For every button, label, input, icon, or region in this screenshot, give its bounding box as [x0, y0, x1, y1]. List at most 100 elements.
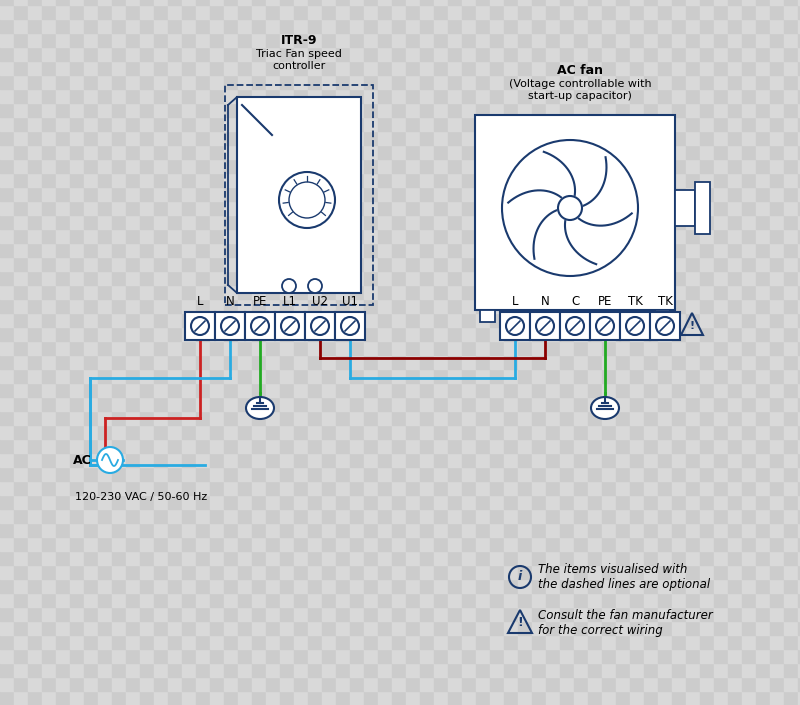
- Bar: [350, 19, 364, 33]
- Bar: [574, 299, 588, 313]
- Bar: [490, 103, 504, 117]
- Bar: [798, 5, 800, 19]
- Bar: [28, 453, 42, 467]
- Bar: [448, 299, 462, 313]
- Bar: [378, 0, 392, 5]
- Bar: [280, 229, 294, 243]
- Bar: [28, 509, 42, 523]
- Bar: [294, 159, 308, 173]
- Bar: [238, 33, 252, 47]
- Bar: [280, 5, 294, 19]
- Bar: [644, 285, 658, 299]
- Bar: [238, 593, 252, 607]
- Bar: [546, 369, 560, 383]
- Bar: [294, 369, 308, 383]
- Bar: [224, 0, 238, 5]
- Bar: [84, 397, 98, 411]
- Ellipse shape: [536, 317, 554, 335]
- Bar: [756, 593, 770, 607]
- Bar: [476, 327, 490, 341]
- Bar: [420, 145, 434, 159]
- Bar: [42, 327, 56, 341]
- Bar: [756, 621, 770, 635]
- Bar: [336, 635, 350, 649]
- Bar: [504, 355, 518, 369]
- Bar: [756, 691, 770, 705]
- Bar: [126, 19, 140, 33]
- Bar: [42, 47, 56, 61]
- Bar: [630, 131, 644, 145]
- Bar: [476, 215, 490, 229]
- Bar: [420, 411, 434, 425]
- Bar: [406, 397, 420, 411]
- Bar: [756, 453, 770, 467]
- Bar: [420, 187, 434, 201]
- Bar: [196, 397, 210, 411]
- Bar: [504, 145, 518, 159]
- Bar: [392, 159, 406, 173]
- Bar: [98, 579, 112, 593]
- Bar: [616, 159, 630, 173]
- Bar: [266, 271, 280, 285]
- Bar: [350, 537, 364, 551]
- Bar: [84, 187, 98, 201]
- Bar: [630, 383, 644, 397]
- Bar: [784, 607, 798, 621]
- Bar: [672, 649, 686, 663]
- Bar: [588, 131, 602, 145]
- Bar: [462, 481, 476, 495]
- Bar: [784, 201, 798, 215]
- Bar: [140, 593, 154, 607]
- Bar: [504, 0, 518, 5]
- Bar: [616, 229, 630, 243]
- Bar: [56, 369, 70, 383]
- Bar: [322, 271, 336, 285]
- Bar: [168, 397, 182, 411]
- Bar: [770, 215, 784, 229]
- Bar: [630, 621, 644, 635]
- Bar: [56, 131, 70, 145]
- Bar: [70, 467, 84, 481]
- Bar: [322, 61, 336, 75]
- Bar: [280, 467, 294, 481]
- Bar: [14, 173, 28, 187]
- Bar: [784, 61, 798, 75]
- Bar: [476, 439, 490, 453]
- Bar: [770, 551, 784, 565]
- Bar: [56, 621, 70, 635]
- Bar: [280, 607, 294, 621]
- Bar: [518, 313, 532, 327]
- Bar: [266, 621, 280, 635]
- Bar: [546, 509, 560, 523]
- Bar: [546, 621, 560, 635]
- Bar: [784, 0, 798, 5]
- Bar: [322, 607, 336, 621]
- Bar: [168, 313, 182, 327]
- Bar: [784, 691, 798, 705]
- Bar: [378, 621, 392, 635]
- Bar: [56, 257, 70, 271]
- Bar: [462, 0, 476, 5]
- Bar: [742, 33, 756, 47]
- Bar: [210, 551, 224, 565]
- Bar: [700, 537, 714, 551]
- Bar: [84, 579, 98, 593]
- Bar: [434, 523, 448, 537]
- Bar: [420, 537, 434, 551]
- Bar: [406, 299, 420, 313]
- Bar: [448, 243, 462, 257]
- Bar: [140, 495, 154, 509]
- Bar: [532, 397, 546, 411]
- Bar: [322, 411, 336, 425]
- Bar: [168, 551, 182, 565]
- Bar: [574, 215, 588, 229]
- Bar: [350, 89, 364, 103]
- Bar: [756, 649, 770, 663]
- Bar: [686, 131, 700, 145]
- Bar: [364, 0, 378, 5]
- Bar: [462, 285, 476, 299]
- Bar: [336, 229, 350, 243]
- Bar: [672, 425, 686, 439]
- Bar: [658, 201, 672, 215]
- Bar: [350, 579, 364, 593]
